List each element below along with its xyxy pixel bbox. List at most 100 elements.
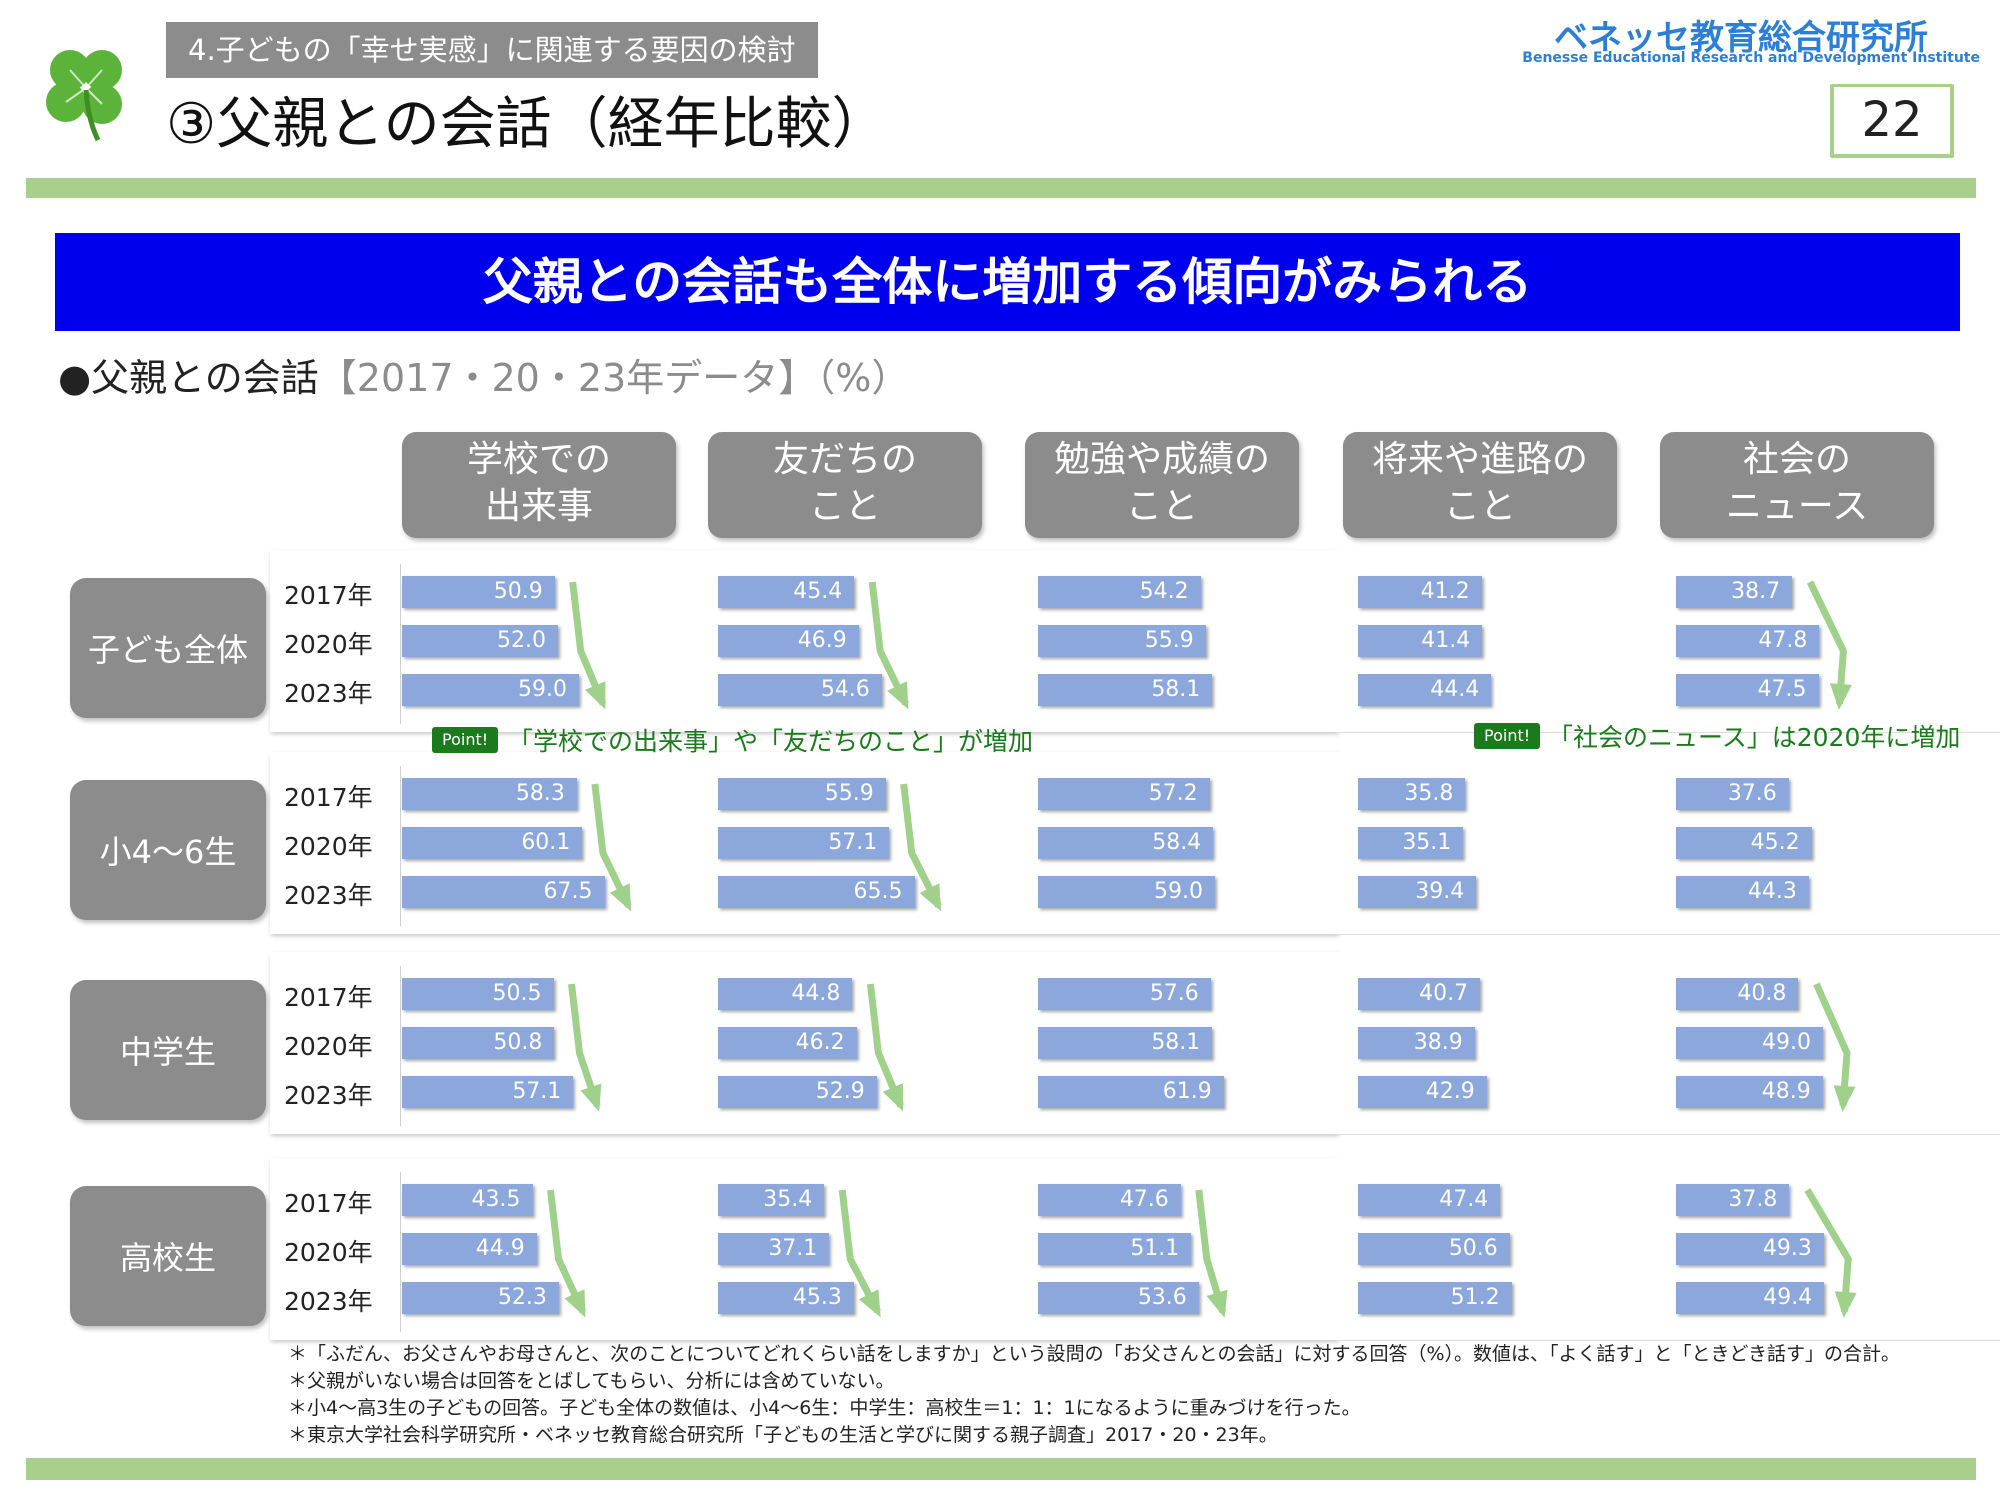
year-label: 2017年 bbox=[284, 581, 373, 610]
year-label: 2023年 bbox=[284, 1287, 373, 1316]
column-header-line: 学校での bbox=[466, 439, 611, 480]
bar: 45.3 bbox=[718, 1282, 854, 1314]
bar: 50.6 bbox=[1358, 1233, 1510, 1265]
year-label: 2023年 bbox=[284, 881, 373, 910]
bar: 39.4 bbox=[1358, 876, 1477, 908]
point-badge: Point! bbox=[432, 727, 499, 753]
column-header-line: 出来事 bbox=[484, 486, 593, 527]
bar: 37.1 bbox=[718, 1233, 830, 1265]
bar: 58.1 bbox=[1038, 1027, 1213, 1059]
bar: 61.9 bbox=[1038, 1076, 1224, 1108]
bar: 50.5 bbox=[402, 978, 554, 1010]
bullet: ● bbox=[58, 356, 92, 400]
year-label: 2023年 bbox=[284, 679, 373, 708]
page-title: ③父親との会話（経年比較） bbox=[166, 92, 888, 157]
bar: 44.3 bbox=[1676, 876, 1809, 908]
bar: 58.4 bbox=[1038, 827, 1214, 859]
column-header-line: こと bbox=[808, 486, 881, 527]
chart-subtitle-main: 父親との会話 bbox=[91, 356, 319, 400]
bar: 46.2 bbox=[718, 1027, 857, 1059]
bar: 47.4 bbox=[1358, 1184, 1501, 1216]
bar: 53.6 bbox=[1038, 1282, 1199, 1314]
page-number: 22 bbox=[1861, 92, 1923, 148]
year-label: 2017年 bbox=[284, 1189, 373, 1218]
clover-icon bbox=[36, 40, 136, 144]
bar: 59.0 bbox=[1038, 876, 1215, 908]
bar: 55.9 bbox=[1038, 625, 1206, 657]
bar: 54.2 bbox=[1038, 576, 1201, 608]
year-label: 2020年 bbox=[284, 1238, 373, 1267]
point-text: 「学校での出来事」や「友だちのこと」が増加 bbox=[508, 727, 1034, 756]
bar: 49.3 bbox=[1676, 1233, 1824, 1265]
bar: 52.3 bbox=[402, 1282, 559, 1314]
bar: 48.9 bbox=[1676, 1076, 1823, 1108]
bar: 52.0 bbox=[402, 625, 558, 657]
axis-line bbox=[400, 766, 401, 926]
column-header: 学校での 出来事 bbox=[402, 432, 676, 538]
footer-divider bbox=[26, 1458, 1976, 1480]
bar: 54.6 bbox=[718, 674, 882, 706]
bar: 40.8 bbox=[1676, 978, 1799, 1010]
header-divider bbox=[26, 178, 1976, 198]
footnote: ＊「ふだん、お父さんやお母さんと、次のことについてどれくらい話をしますか」という… bbox=[288, 1343, 1900, 1365]
column-header: 社会の ニュース bbox=[1660, 432, 1934, 538]
column-header: 友だちの こと bbox=[708, 432, 982, 538]
chart-subtitle: ●父親との会話【2017・20・23年データ】（%） bbox=[58, 350, 909, 406]
column-header-line: ニュース bbox=[1725, 486, 1869, 527]
bar: 37.6 bbox=[1676, 778, 1789, 810]
bar: 43.5 bbox=[402, 1184, 533, 1216]
bar: 41.2 bbox=[1358, 576, 1482, 608]
bar: 57.6 bbox=[1038, 978, 1211, 1010]
section-label: 4.子どもの「幸せ実感」に関連する要因の検討 bbox=[166, 22, 818, 78]
bar: 44.8 bbox=[718, 978, 853, 1010]
page-number-book-icon bbox=[1830, 84, 1954, 158]
bar: 50.8 bbox=[402, 1027, 555, 1059]
bar: 58.1 bbox=[1038, 674, 1213, 706]
footnote: ＊小4〜高3生の子どもの回答。子ども全体の数値は、小4〜6生：中学生：高校生＝1… bbox=[288, 1397, 1361, 1419]
brand-name: ベネッセ教育総合研究所 bbox=[1554, 18, 1928, 58]
column-header: 勉強や成績の こと bbox=[1025, 432, 1299, 538]
bar: 47.8 bbox=[1676, 625, 1820, 657]
headline-banner: 父親との会話も全体に増加する傾向がみられる bbox=[55, 233, 1960, 331]
column-header-line: 友だちの bbox=[772, 439, 917, 480]
bar: 57.1 bbox=[402, 1076, 574, 1108]
bar: 55.9 bbox=[718, 778, 886, 810]
bar: 67.5 bbox=[402, 876, 605, 908]
group-label: 子ども全体 bbox=[70, 578, 266, 718]
column-header-line: こと bbox=[1125, 486, 1198, 527]
point-badge: Point! bbox=[1474, 723, 1541, 749]
bar: 51.2 bbox=[1358, 1282, 1512, 1314]
bar: 47.6 bbox=[1038, 1184, 1181, 1216]
group-label: 高校生 bbox=[70, 1186, 266, 1326]
bar: 65.5 bbox=[718, 876, 915, 908]
bar: 46.9 bbox=[718, 625, 859, 657]
column-header: 将来や進路の こと bbox=[1343, 432, 1617, 538]
year-label: 2020年 bbox=[284, 832, 373, 861]
bar: 41.4 bbox=[1358, 625, 1483, 657]
column-header-line: 勉強や成績の bbox=[1053, 439, 1270, 480]
bar: 57.1 bbox=[718, 827, 890, 859]
group-label: 中学生 bbox=[70, 980, 266, 1120]
bar: 47.5 bbox=[1676, 674, 1819, 706]
bar: 49.4 bbox=[1676, 1282, 1825, 1314]
year-label: 2023年 bbox=[284, 1081, 373, 1110]
bar: 42.9 bbox=[1358, 1076, 1487, 1108]
axis-line bbox=[400, 1172, 401, 1332]
bar: 59.0 bbox=[402, 674, 579, 706]
bar: 45.2 bbox=[1676, 827, 1812, 859]
year-label: 2020年 bbox=[284, 1032, 373, 1061]
bar: 60.1 bbox=[402, 827, 583, 859]
axis-line bbox=[400, 966, 401, 1126]
bar: 35.1 bbox=[1358, 827, 1464, 859]
column-header-line: 社会の bbox=[1742, 439, 1851, 480]
brand-subtitle: Benesse Educational Research and Develop… bbox=[1522, 50, 1980, 66]
bar: 45.4 bbox=[718, 576, 855, 608]
year-label: 2017年 bbox=[284, 983, 373, 1012]
bar: 57.2 bbox=[1038, 778, 1210, 810]
bar: 38.7 bbox=[1676, 576, 1793, 608]
column-header-line: こと bbox=[1443, 486, 1516, 527]
axis-line bbox=[400, 564, 401, 724]
bar: 38.9 bbox=[1358, 1027, 1475, 1059]
chart-subtitle-bracket: 【2017・20・23年データ】（%） bbox=[318, 356, 910, 400]
bar: 49.0 bbox=[1676, 1027, 1823, 1059]
